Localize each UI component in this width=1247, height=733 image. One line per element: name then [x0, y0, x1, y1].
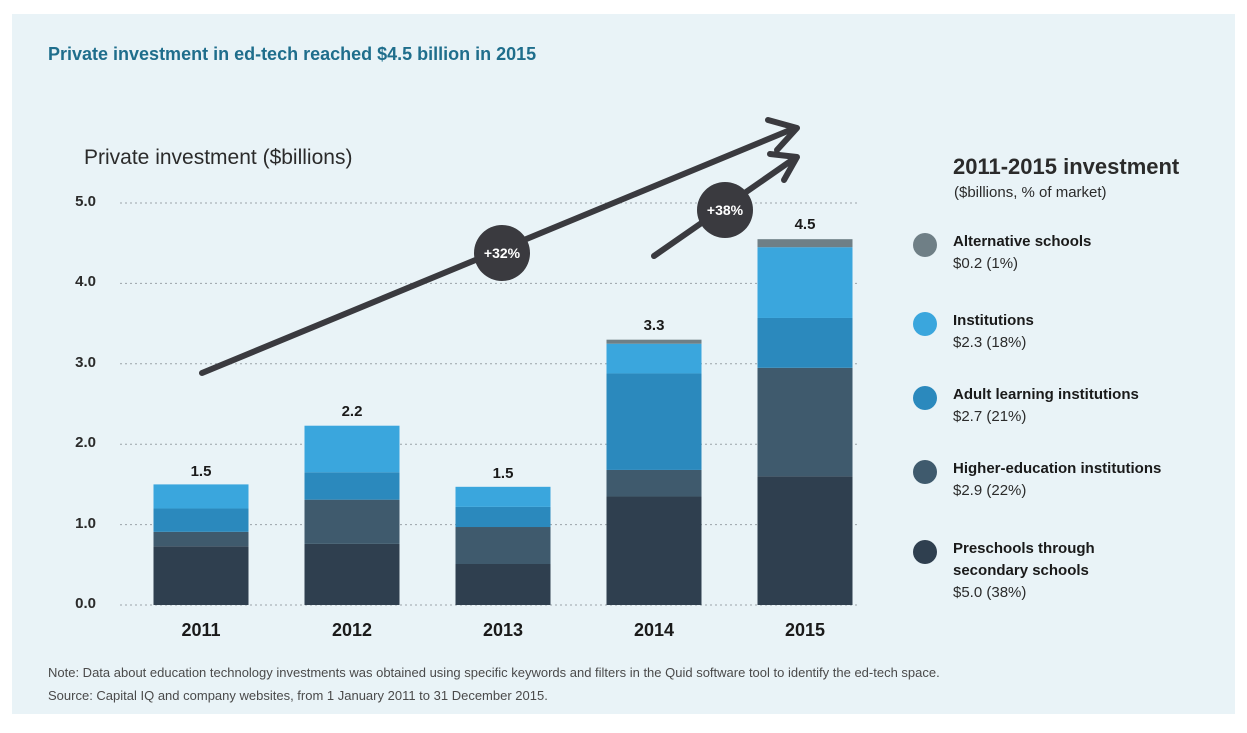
x-tick-2014: 2014	[633, 620, 675, 640]
growth-badge-38: +38%	[697, 182, 753, 238]
bar-2011-series-0	[153, 546, 249, 605]
y-tick-1: 1.0	[75, 515, 96, 532]
bar-2014-series-4	[606, 339, 702, 344]
legend-item-label: Institutions	[953, 312, 1034, 329]
y-axis-label: Private investment ($billions)	[84, 146, 353, 169]
total-label-2011: 1.5	[190, 463, 212, 480]
bar-2013-series-2	[455, 506, 551, 528]
chart-title: Private investment in ed-tech reached $4…	[48, 44, 537, 64]
legend-swatch	[913, 312, 937, 336]
trend-arrowhead-2011-2015	[765, 117, 800, 153]
total-label-2015: 4.5	[794, 216, 816, 233]
source-note: Source: Capital IQ and company websites,…	[48, 688, 548, 703]
bar-2012-series-1	[304, 499, 400, 544]
y-tick-3: 3.0	[75, 354, 96, 371]
legend-item-value: $5.0 (38%)	[953, 584, 1027, 601]
bar-2011-series-1	[153, 531, 249, 547]
x-tick-2013: 2013	[482, 620, 524, 640]
x-tick-2012: 2012	[331, 620, 373, 640]
bar-2013-series-0	[455, 563, 551, 605]
y-tick-0: 0.0	[75, 595, 96, 612]
bar-2011-series-2	[153, 508, 249, 532]
x-tick-2011: 2011	[181, 620, 221, 640]
bar-2015-series-1	[757, 367, 853, 477]
y-tick-5: 5.0	[75, 193, 96, 210]
legend-item-label: Higher-education institutions	[953, 460, 1162, 477]
bar-2013-series-1	[455, 527, 551, 564]
total-label-2012: 2.2	[341, 403, 363, 420]
total-label-2014: 3.3	[643, 317, 665, 334]
legend-title: 2011-2015 investment	[953, 154, 1180, 179]
legend-item-value: $0.2 (1%)	[953, 255, 1019, 272]
bar-2014-series-1	[606, 469, 702, 497]
bar-2015-series-0	[757, 476, 853, 605]
legend-swatch	[913, 233, 937, 257]
bar-2012-series-0	[304, 543, 400, 605]
footnote: Note: Data about education technology in…	[48, 665, 940, 680]
legend-swatch	[913, 460, 937, 484]
x-tick-2015: 2015	[784, 620, 826, 640]
legend-item-label: Preschools through	[953, 540, 1095, 557]
total-label-2013: 1.5	[492, 465, 514, 482]
bar-2012-series-3	[304, 425, 400, 473]
trend-arrowhead-2014-2015	[767, 151, 800, 183]
legend-subtitle: ($billions, % of market)	[954, 184, 1107, 201]
legend-item-label-line2: secondary schools	[953, 562, 1089, 579]
y-tick-4: 4.0	[75, 273, 96, 290]
bar-2015-series-4	[757, 239, 853, 248]
legend-item-label: Adult learning institutions	[953, 386, 1139, 403]
y-tick-2: 2.0	[75, 434, 96, 451]
bar-2014-series-3	[606, 343, 702, 374]
legend-swatch	[913, 540, 937, 564]
bar-2012-series-2	[304, 472, 400, 500]
bar-2013-series-3	[455, 486, 551, 507]
bar-2014-series-2	[606, 373, 702, 470]
legend-item-label: Alternative schools	[953, 233, 1092, 250]
legend-item-value: $2.9 (22%)	[953, 482, 1027, 499]
legend-swatch	[913, 386, 937, 410]
legend-item-value: $2.7 (21%)	[953, 408, 1027, 425]
bar-2011-series-3	[153, 484, 249, 509]
growth-badge-32: +32%	[474, 225, 530, 281]
legend-item-value: $2.3 (18%)	[953, 334, 1027, 351]
bar-2014-series-0	[606, 496, 702, 605]
bar-2015-series-2	[757, 317, 853, 368]
bar-2015-series-3	[757, 247, 853, 318]
